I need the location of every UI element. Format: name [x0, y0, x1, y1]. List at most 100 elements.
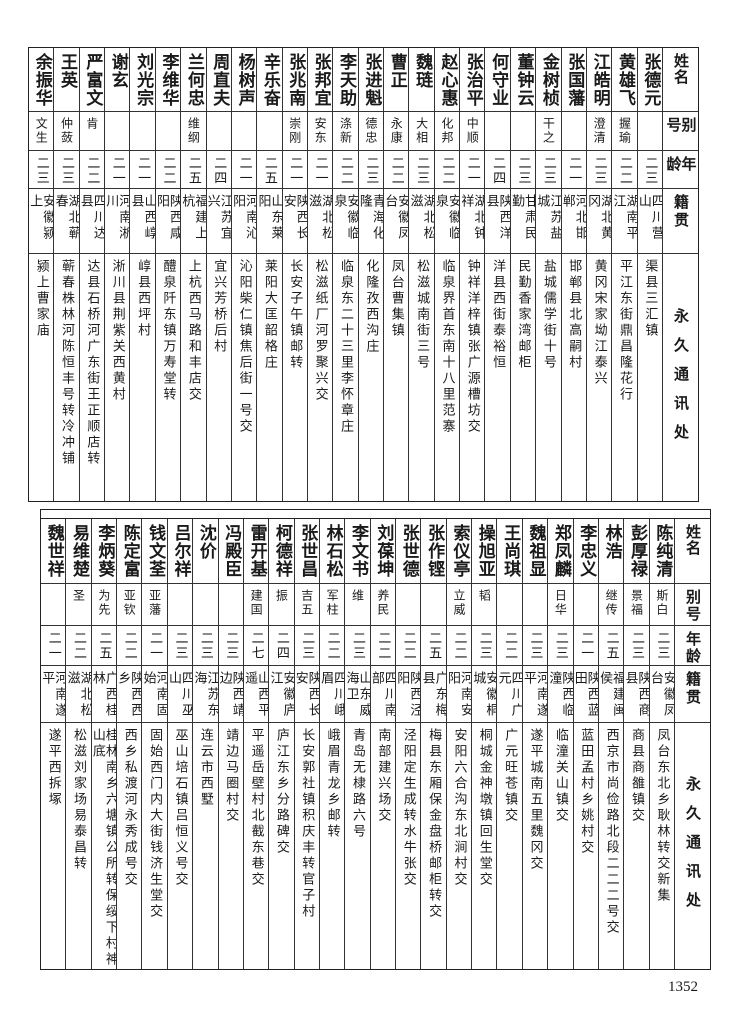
origin-cell: 安徽凤台 — [649, 666, 674, 723]
origin-cell: 陕西洋县 — [485, 189, 510, 254]
alias-text: 德忠 — [363, 117, 378, 145]
age-text: 二三 — [414, 156, 430, 186]
person-record: 周直夫 二四 江苏宜兴 宜兴芳桥后村 — [205, 48, 231, 501]
name-cell: 张邦宜 — [307, 48, 333, 112]
person-record: 李维华 二二 陕西咸阳 醴泉阡东镇万寿堂转 — [154, 48, 181, 501]
alias-text: 澄清 — [592, 117, 607, 145]
address-text: 洋县西街泰裕恒 — [490, 259, 506, 371]
alias-text: 崇刚 — [287, 117, 302, 145]
person-record: 操旭亚韬二三 安徽桐城 桐城金神墩镇回生堂交 — [471, 519, 497, 969]
address-cell: 梅县东厢保金盘桥邮柜转交 — [421, 723, 445, 969]
person-record: 吕尔祥 二三 四川巫山 巫山培石镇吕恒义号交 — [166, 519, 193, 969]
address-cell: 洋县西街泰裕恒 — [485, 254, 509, 501]
origin-text: 甘肃民勤 — [510, 194, 536, 242]
alias-cell: 涤新 — [333, 112, 358, 151]
address-cell: 长安子午镇邮转 — [283, 254, 307, 501]
address-cell: 邯郸县北高嗣村 — [562, 254, 586, 501]
address-text: 临潼关山镇交 — [552, 728, 568, 824]
address-cell: 桂林南乡六塘镇公所转保绥下村神山底 — [92, 723, 116, 969]
alias-cell: 军柱 — [319, 584, 345, 626]
name-cell: 张作铿 — [421, 519, 446, 584]
origin-text: 广西桂林 — [91, 671, 117, 719]
alias-cell — [155, 112, 181, 151]
address-text: 达县石桥河广东街王正顺店转 — [84, 259, 100, 467]
origin-cell: 四川营山 — [637, 189, 662, 254]
origin-cell: 陕西咸阳 — [155, 189, 181, 254]
age-cell: 二一 — [231, 151, 257, 189]
origin-text: 陕西蓝田 — [573, 671, 598, 719]
age-cell: 二一 — [282, 151, 307, 189]
name-cell: 赵心惠 — [434, 48, 460, 112]
name-text: 张进魁 — [361, 53, 382, 107]
age-cell: 二三 — [409, 151, 434, 189]
age-text: 二一 — [578, 631, 594, 661]
address-text: 颍上曹家庙 — [33, 259, 49, 339]
name-text: 辛乐奋 — [259, 53, 280, 107]
age-text: 二二 — [375, 631, 391, 661]
origin-cell: 山东威海卫 — [345, 666, 370, 723]
person-record: 王尚琪 二二 四川广元 广元旺苍镇交 — [496, 519, 522, 969]
age-text: 二三 — [172, 631, 188, 661]
person-record: 金树桢 干之 二三 江苏盐城 盐城儒学街十号 — [535, 48, 561, 501]
origin-cell: 安徽庐江 — [269, 666, 294, 723]
age-text: 二三 — [476, 631, 492, 661]
address-cell: 庐江东乡分路碑交 — [269, 723, 293, 969]
age-text: 二三 — [628, 631, 644, 661]
address-cell: 上杭西马路和丰店交 — [181, 254, 205, 501]
origin-text: 四川峨眉 — [319, 671, 345, 719]
table-top-border — [40, 509, 711, 518]
name-cell: 周直夫 — [206, 48, 231, 112]
origin-cell: 陕西泾阳 — [396, 666, 421, 723]
origin-text: 河南沁阳 — [231, 194, 257, 242]
name-text: 张作铿 — [424, 524, 445, 578]
alias-text: 建国 — [249, 589, 264, 617]
person-record: 余振华 文生 二三 安徽颍上 颍上曹家庙 — [29, 48, 54, 501]
name-text: 刘葆坤 — [373, 524, 394, 578]
name-text: 林石松 — [322, 524, 343, 578]
age-text: 二二 — [324, 631, 340, 661]
name-cell: 李天助 — [333, 48, 358, 112]
alias-cell — [396, 584, 421, 626]
name-text: 王英 — [57, 53, 78, 89]
address-text: 凤台东北乡耿林转交新集 — [654, 728, 670, 904]
person-record: 严富文肯二二 四川达县 达县石桥河广东街王正顺店转 — [78, 48, 105, 501]
roster-table-top: 姓名 别号 年龄 籍贯 永久通讯处 张德元 二三 四川营山 渠县三汇镇 黄雄飞 握瑜 二二 湖南平江 平江… — [28, 47, 699, 502]
address-cell: 莱阳大匡韶格庄 — [257, 254, 281, 501]
origin-cell: 江苏盐城 — [536, 189, 561, 254]
age-cell: 二二 — [434, 151, 460, 189]
address-text: 淅川县荆紫关西黄村 — [109, 259, 125, 403]
origin-text: 湖北蕲春 — [54, 194, 79, 242]
address-text: 崞县西坪村 — [135, 259, 151, 339]
origin-cell: 陕西临潼 — [548, 666, 573, 723]
alias-text: 立威 — [451, 589, 466, 617]
address-cell: 峨眉青龙乡邮转 — [320, 723, 344, 969]
age-text: 二二 — [160, 156, 176, 186]
age-cell: 二一 — [307, 151, 333, 189]
origin-cell: 四川峨眉 — [319, 666, 345, 723]
origin-cell: 青海化隆 — [358, 189, 384, 254]
name-text: 吕尔祥 — [170, 524, 191, 578]
person-record: 冯殿臣 二三 陕西靖边 靖边马圈村交 — [217, 519, 243, 969]
address-cell: 南部建兴场交 — [371, 723, 395, 969]
age-text: 二二 — [400, 631, 416, 661]
address-text: 青岛无棣路六号 — [350, 728, 365, 840]
origin-cell: 湖北松滋 — [409, 189, 434, 254]
origin-text: 陕西临潼 — [548, 671, 573, 719]
name-text: 李炳葵 — [94, 524, 115, 578]
alias-cell: 景福 — [624, 584, 649, 626]
alias-text: 亚藩 — [147, 589, 162, 617]
person-record: 刘光宗 二一 山西崞县 崞县西坪村 — [129, 48, 155, 501]
address-cell: 宜兴芳桥后村 — [207, 254, 231, 501]
alias-text: 涤新 — [338, 117, 353, 145]
name-text: 李忠义 — [576, 524, 597, 578]
name-text: 冯殿臣 — [221, 524, 242, 578]
origin-cell: 江苏宜兴 — [206, 189, 231, 254]
name-cell: 李忠义 — [573, 519, 598, 584]
alias-cell — [257, 112, 282, 151]
person-record: 陈定富 亚钦 二二 陕西西乡 西乡私渡河永秀成号交 — [116, 519, 142, 969]
origin-cell: 山东莱阳 — [257, 189, 282, 254]
alias-text: 永康 — [389, 117, 404, 145]
origin-cell: 陕西商县 — [624, 666, 649, 723]
origin-text: 湖北钟祥 — [460, 194, 485, 242]
person-record: 兰何忠 维纲 二五 福建上杭 上杭西马路和丰店交 — [180, 48, 206, 501]
